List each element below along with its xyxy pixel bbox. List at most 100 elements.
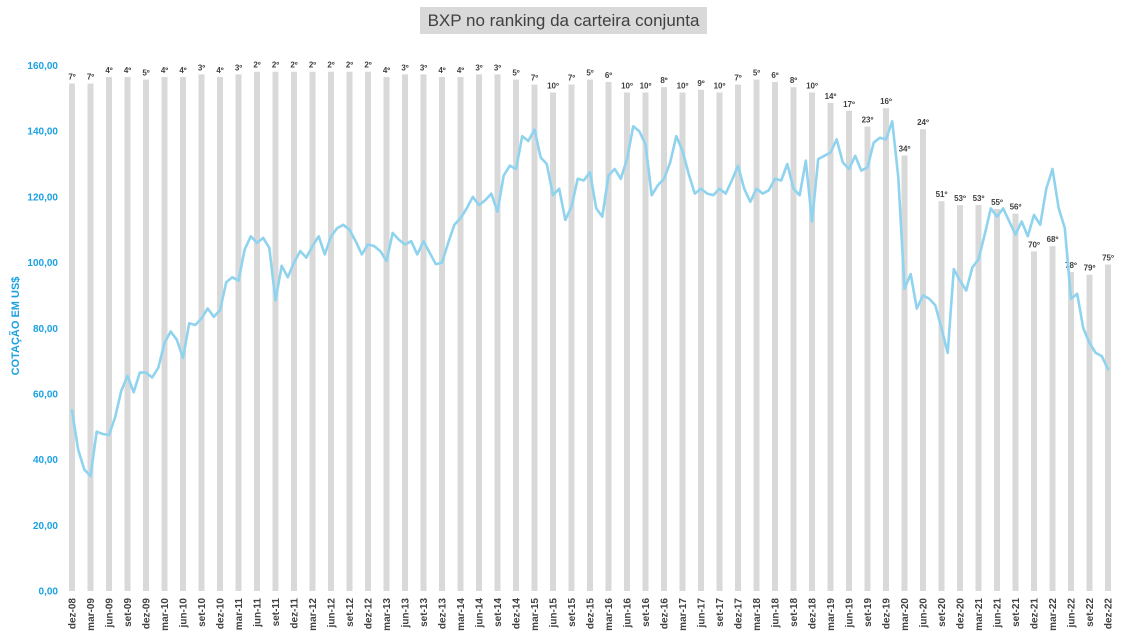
bar [235,74,242,592]
rank-label: 4º [124,66,131,75]
x-tick-label: dez-08 [68,598,79,630]
x-tick-label: dez-15 [586,598,597,630]
rank-label: 2º [327,61,334,70]
rank-label: 4º [438,66,445,75]
bar [69,83,75,592]
x-tick-label: mar-11 [234,598,245,631]
x-tick-label: set-12 [345,598,356,627]
x-tick-label: dez-10 [216,598,227,630]
y-tick-label: 40,00 [33,455,58,466]
y-tick-label: 140,00 [27,127,58,138]
rank-label: 53º [973,194,985,203]
bar [217,76,223,592]
rank-label: 10º [677,81,689,90]
x-tick-label: jun-17 [697,598,708,629]
x-tick-label: mar-13 [382,598,393,631]
x-tick-label: dez-16 [660,598,671,630]
bar [272,71,279,592]
bar [1031,251,1037,591]
bar [827,102,834,592]
bar [938,201,945,591]
x-tick-label: set-20 [937,598,948,627]
x-tick-label: mar-15 [530,598,541,631]
bar [698,89,704,591]
bar [291,71,297,592]
x-tick-label: jun-16 [623,598,634,629]
rank-label: 6º [605,71,612,80]
x-tick-label: set-13 [419,598,430,627]
rank-labels-layer: 7º 7º 4º 4º 5º 4º 4º 3º 4º 3º 2º 2º 2º 2º 2º 2º 2º 4º 3º 3º… [68,61,1114,273]
bar [550,92,556,591]
bar [420,74,427,592]
rank-label: 53º [954,194,966,203]
bar [1086,274,1093,591]
x-tick-label: dez-14 [512,598,523,630]
x-tick-label: mar-18 [752,598,763,631]
bar [402,74,408,592]
x-tick-label: jun-15 [549,598,560,629]
rank-label: 68º [1047,235,1059,244]
rank-label: 24º [917,118,929,127]
x-tick-label: mar-22 [1048,598,1059,631]
chart-title: BXP no ranking da carteira conjunta [420,7,707,34]
bar [864,126,871,591]
rank-label: 7º [531,74,538,83]
bar [772,81,778,591]
rank-label: 2º [309,61,316,70]
bar [901,155,908,591]
x-tick-label: jun-09 [105,598,116,629]
bar [1105,264,1111,591]
rank-label: 4º [383,66,390,75]
rank-label: 6º [771,71,778,80]
rank-label: 2º [253,61,260,70]
y-tick-label: 20,00 [33,521,58,532]
rank-label: 2º [272,61,279,70]
y-tick-label: 120,00 [27,192,58,203]
x-tick-label: dez-20 [956,598,967,630]
rank-label: 10º [714,81,726,90]
x-tick-label: mar-20 [900,598,911,631]
rank-label: 2º [290,61,297,70]
rank-label: 5º [512,69,519,78]
rank-label: 9º [697,79,704,88]
rank-label: 4º [216,66,223,75]
x-tick-label: set-22 [1085,598,1096,627]
bar [605,81,612,591]
x-tick-label: set-21 [1011,598,1022,627]
bar [846,110,852,591]
rank-label: 8º [790,76,797,85]
rank-label: 4º [179,66,186,75]
bar [180,76,186,592]
rank-label: 70º [1028,240,1040,249]
bar [124,76,131,592]
x-tick-label: dez-18 [808,598,819,630]
bar [975,205,982,591]
bar [383,76,390,592]
bar [920,129,926,592]
bar [716,92,723,591]
y-tick-label: 80,00 [33,324,58,335]
rank-label: 7º [568,74,575,83]
x-tick-label: dez-17 [734,598,745,630]
rank-label: 3º [475,63,482,72]
rank-label: 5º [142,69,149,78]
bar [1012,213,1019,591]
rank-label: 3º [420,63,427,72]
x-tick-label: jun-12 [327,598,338,629]
bar [568,84,575,591]
rank-label: 3º [494,63,501,72]
x-tick-label: dez-11 [290,598,301,629]
x-tick-label: dez-09 [142,598,153,630]
bar [642,92,649,591]
rank-label: 7º [68,73,75,82]
x-tick-label: dez-19 [882,598,893,630]
rank-label: 23º [862,116,874,125]
rank-label: 14º [825,92,837,101]
x-tick-label: set-15 [567,598,578,627]
bars-layer [69,71,1111,592]
bar [753,79,760,592]
bar [106,76,112,592]
x-tick-label: set-17 [715,598,726,627]
bar [661,87,667,591]
